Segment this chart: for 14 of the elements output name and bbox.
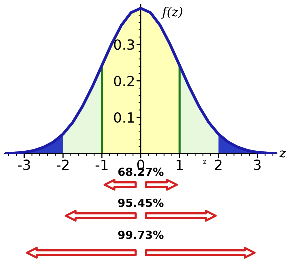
x-tick-label: 1 [176, 160, 183, 170]
text: 99.73% [118, 230, 164, 240]
text: 95.45% [118, 198, 164, 208]
y-axis-title: f(z) [162, 6, 183, 20]
line-series [5, 7, 277, 154]
x-tick-label: -1 [96, 160, 108, 170]
y-tick-label: 0.1 [114, 112, 134, 124]
x-axis-title: z [280, 150, 286, 158]
y-tick-label: 0.3 [114, 40, 134, 50]
x-tick-label: -2 [57, 160, 69, 170]
y-tick-label: 0.2 [114, 76, 134, 87]
x-tick-label: 3 [254, 160, 261, 170]
x-tick-label: 2 [215, 160, 222, 170]
x-tick-label: -3 [18, 160, 30, 170]
